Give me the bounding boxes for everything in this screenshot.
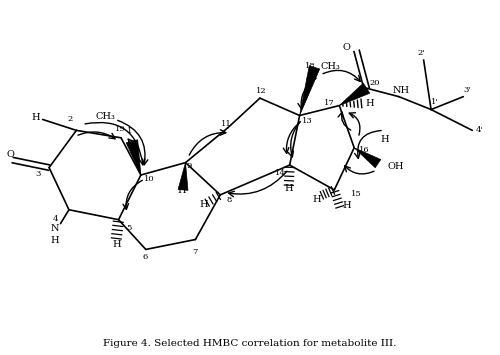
Text: 3': 3' [464, 86, 471, 94]
Text: H: H [312, 195, 322, 204]
Text: O: O [6, 150, 14, 159]
Text: 20: 20 [370, 79, 380, 87]
Text: O: O [343, 43, 350, 51]
Text: 15: 15 [352, 190, 362, 198]
Text: 16: 16 [359, 146, 370, 154]
Text: CH₃: CH₃ [95, 112, 115, 121]
Text: 9: 9 [187, 162, 192, 170]
Text: 1: 1 [128, 127, 132, 135]
Text: H: H [112, 240, 122, 249]
Text: 7: 7 [192, 248, 197, 256]
Text: 2': 2' [418, 49, 425, 58]
Text: H: H [284, 184, 293, 193]
Text: 4': 4' [476, 126, 483, 135]
Text: H: H [32, 114, 40, 122]
Text: 3: 3 [35, 170, 40, 178]
Text: 18: 18 [305, 62, 316, 70]
Text: H: H [380, 135, 389, 144]
Text: 1': 1' [430, 98, 438, 105]
Text: NH: NH [392, 86, 410, 95]
Text: H: H [177, 186, 186, 195]
Polygon shape [300, 66, 320, 115]
Polygon shape [126, 140, 141, 175]
Text: 12: 12 [256, 87, 266, 95]
Text: 2: 2 [68, 115, 73, 124]
Text: H: H [50, 236, 59, 245]
Polygon shape [354, 148, 380, 168]
Text: OH: OH [388, 162, 404, 171]
Polygon shape [178, 163, 188, 190]
Text: 19: 19 [114, 125, 126, 133]
Text: 11: 11 [221, 120, 232, 129]
Text: 5: 5 [126, 224, 131, 231]
Text: 17: 17 [324, 99, 334, 107]
Text: N: N [51, 224, 60, 233]
Text: 8: 8 [226, 196, 232, 204]
Text: CH₃: CH₃ [320, 62, 340, 71]
Text: 4: 4 [53, 215, 59, 223]
Text: 6: 6 [142, 253, 148, 261]
Text: 10: 10 [144, 175, 155, 183]
Text: Figure 4. Selected HMBC correlation for metabolite III.: Figure 4. Selected HMBC correlation for … [104, 339, 397, 348]
Text: H: H [342, 201, 351, 210]
Text: 13: 13 [302, 118, 312, 125]
Text: H: H [200, 200, 208, 209]
Text: 14: 14 [276, 169, 286, 176]
Polygon shape [340, 83, 370, 105]
Text: H: H [366, 99, 374, 108]
